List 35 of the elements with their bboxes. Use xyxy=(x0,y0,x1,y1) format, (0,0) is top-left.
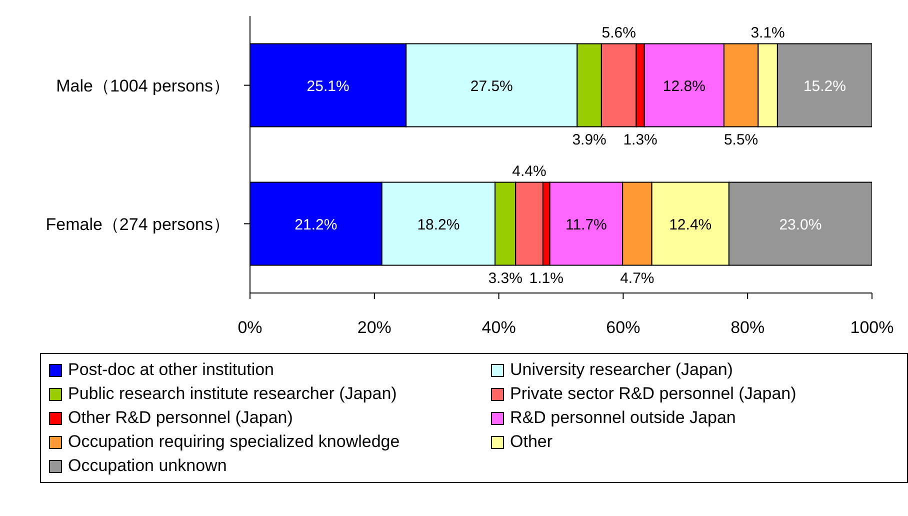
data-label: 3.9% xyxy=(572,132,606,149)
data-label: 5.5% xyxy=(724,132,758,149)
legend-label: R&D personnel outside Japan xyxy=(510,408,736,428)
data-label: 1.1% xyxy=(529,270,564,288)
legend-label: University researcher (Japan) xyxy=(510,360,733,380)
x-tick-label: 40% xyxy=(482,318,516,338)
data-label: 23.0% xyxy=(779,216,822,234)
legend-label: Private sector R&D personnel (Japan) xyxy=(510,384,796,404)
data-label: 4.4% xyxy=(512,163,546,180)
data-label: 18.2% xyxy=(417,216,460,234)
data-label: 1.3% xyxy=(623,132,658,149)
y-tick-label: Male（1004 persons） xyxy=(56,76,230,96)
legend-label: Occupation unknown xyxy=(68,456,227,476)
x-tick-label: 20% xyxy=(357,318,392,338)
y-tick-label: Female（274 persons） xyxy=(46,214,230,234)
x-tick-label: 80% xyxy=(730,318,765,338)
x-tick-label: 100% xyxy=(850,318,894,338)
legend-label: Other xyxy=(510,432,553,452)
legend-label: Post-doc at other institution xyxy=(68,360,274,380)
data-label: 12.8% xyxy=(662,78,706,96)
data-label: 3.1% xyxy=(750,24,785,42)
data-label: 4.7% xyxy=(620,270,654,288)
legend-label: Other R&D personnel (Japan) xyxy=(68,408,293,428)
data-label: 21.2% xyxy=(294,216,338,234)
data-label: 27.5% xyxy=(470,78,513,96)
data-label: 25.1% xyxy=(306,78,350,96)
data-label: 11.7% xyxy=(565,216,607,234)
data-label: 12.4% xyxy=(669,216,712,234)
data-label: 15.2% xyxy=(803,78,846,96)
data-label: 5.6% xyxy=(602,24,636,42)
legend-label: Occupation requiring specialized knowledge xyxy=(68,432,400,452)
x-tick-label: 60% xyxy=(606,318,640,338)
data-label: 3.3% xyxy=(488,270,522,288)
legend-label: Public research institute researcher (Japan) xyxy=(68,384,397,404)
x-tick-label: 0% xyxy=(238,318,262,338)
